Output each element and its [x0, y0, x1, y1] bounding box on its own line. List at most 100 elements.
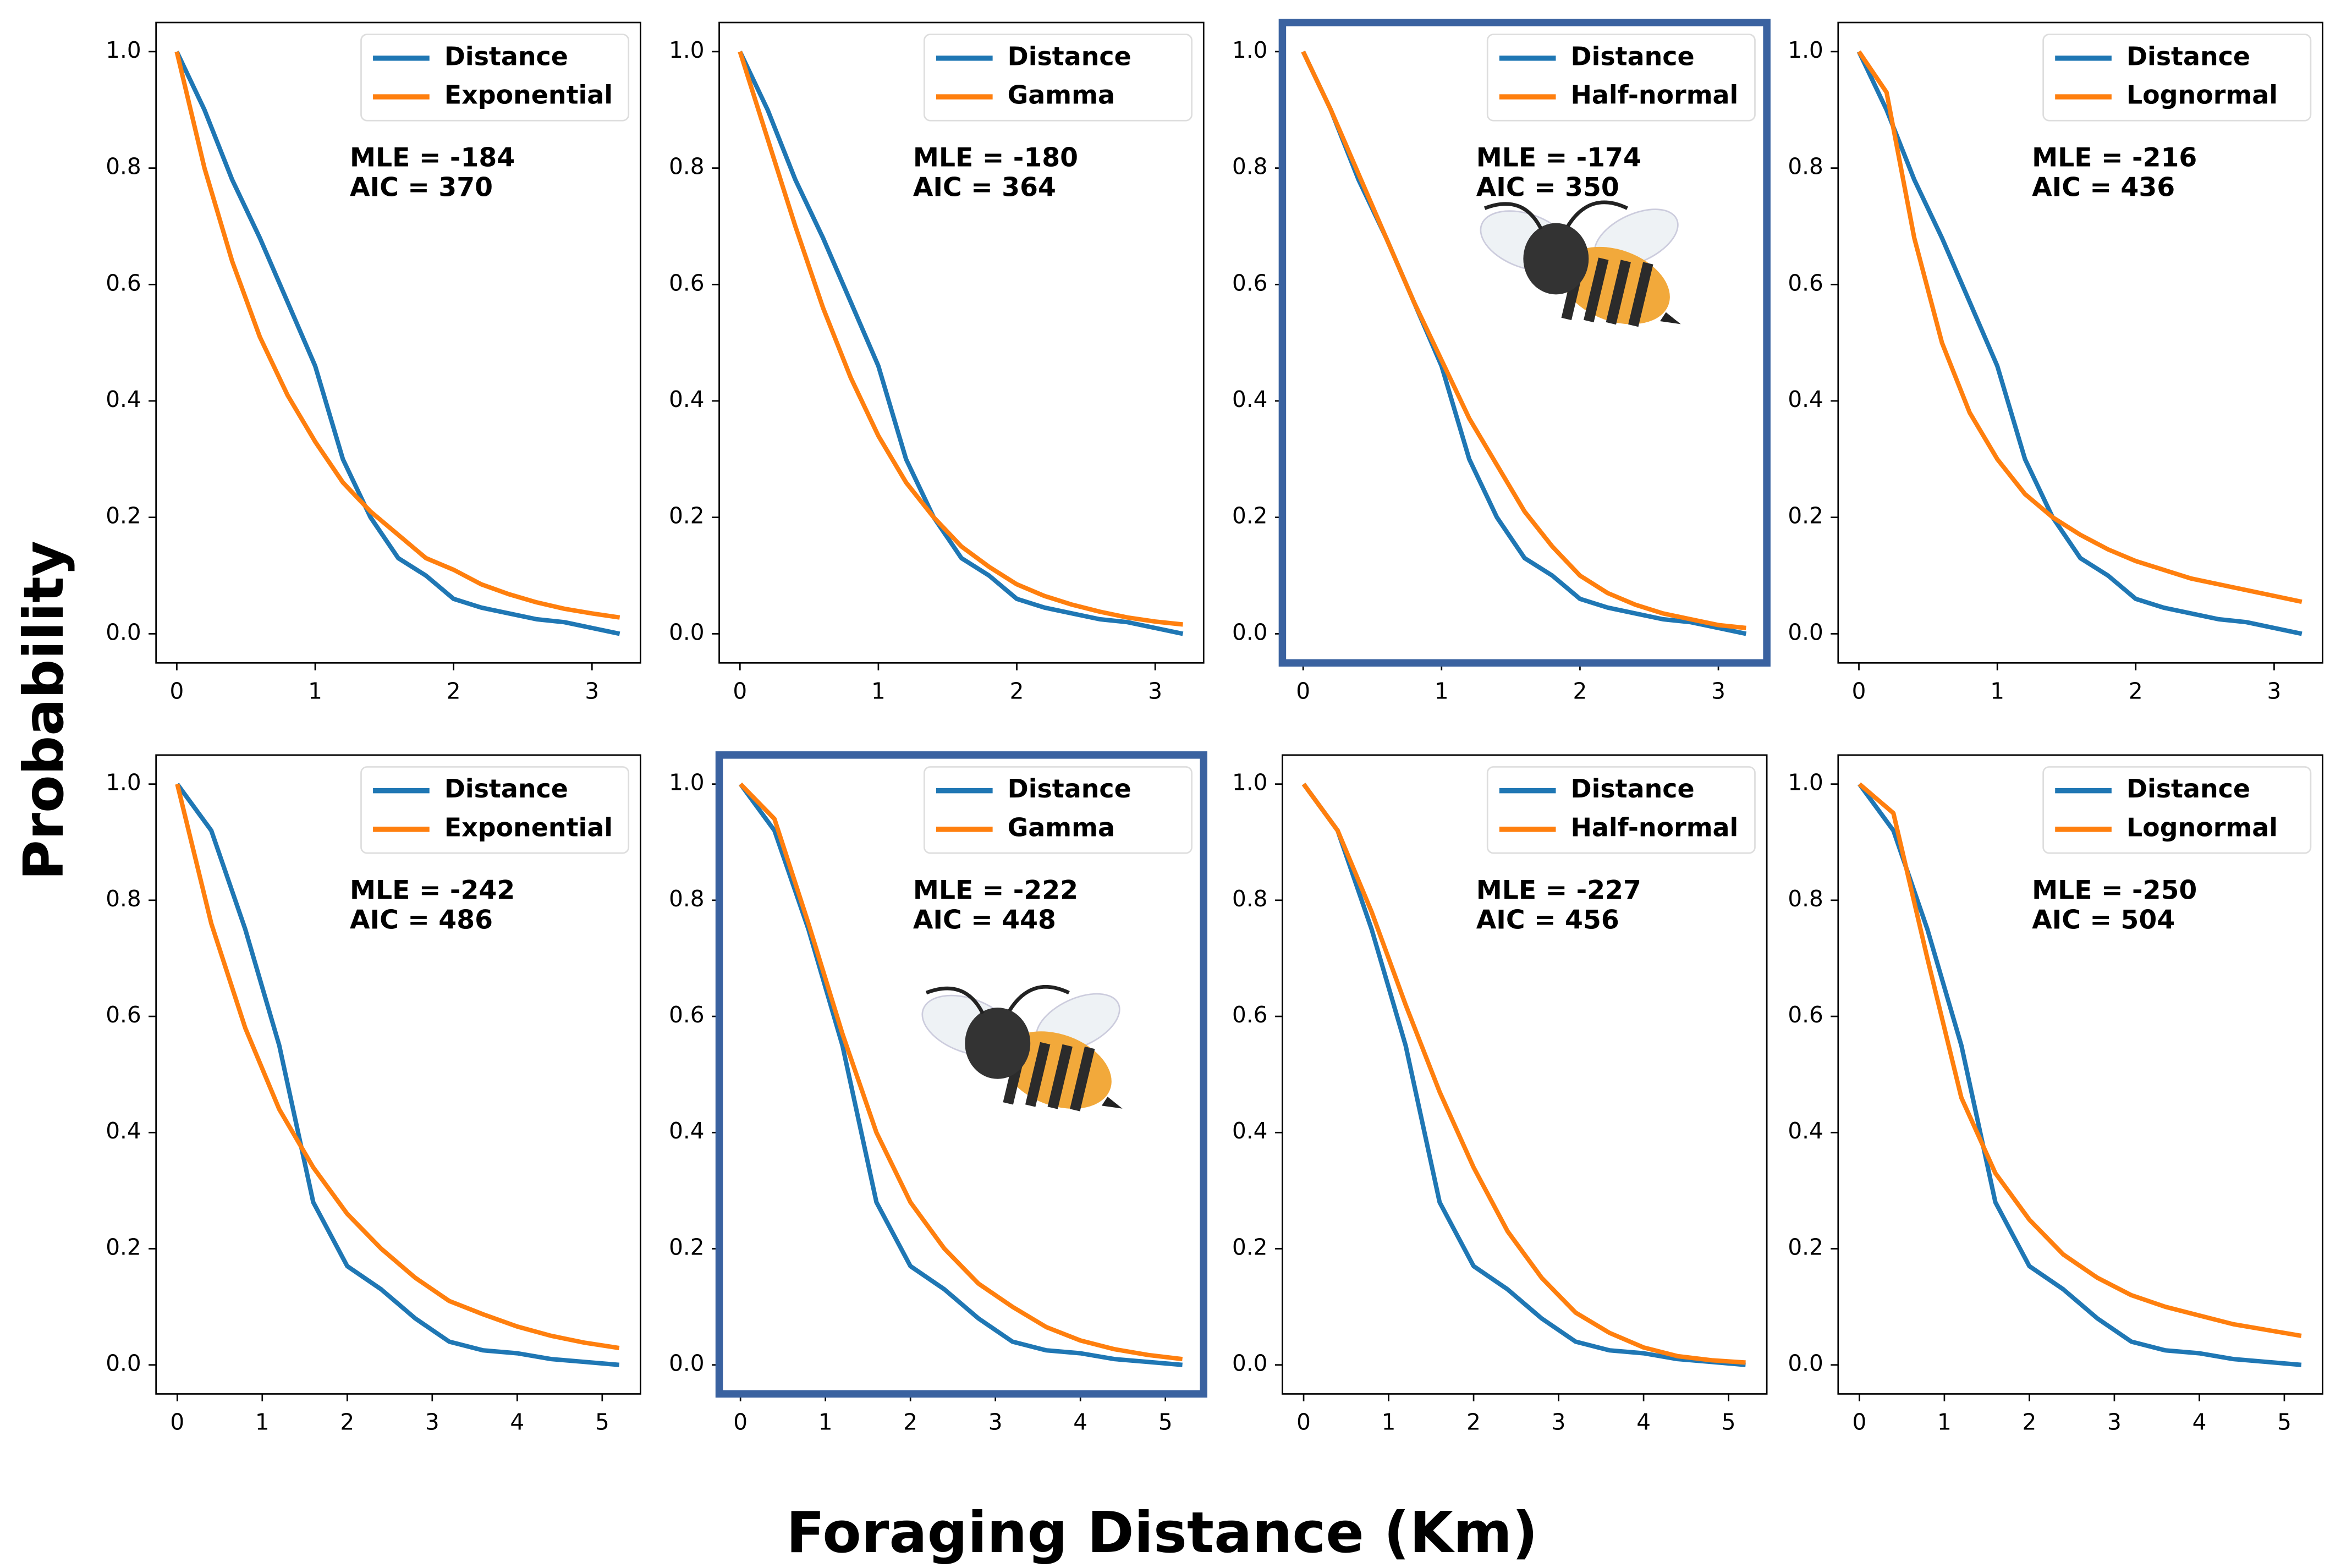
y-tick-label: 0.0 [106, 619, 141, 645]
annotation: AIC = 504 [2032, 905, 2175, 935]
x-tick-label: 4 [2192, 1409, 2207, 1435]
y-tick-label: 0.8 [1788, 153, 1823, 180]
y-tick-label: 0.2 [1788, 503, 1823, 529]
y-tick-label: 0.2 [669, 503, 704, 529]
y-tick-label: 0.8 [106, 885, 141, 912]
series-line [175, 783, 620, 1351]
x-tick-label: 3 [988, 1409, 1003, 1435]
y-tick-label: 0.6 [669, 1002, 704, 1028]
x-tick-label: 2 [447, 678, 461, 704]
annotation: MLE = -242 [350, 875, 515, 905]
y-tick-label: 0.4 [669, 1118, 704, 1144]
x-tick-label: 4 [510, 1409, 524, 1435]
y-tick-label: 1.0 [1232, 37, 1267, 63]
series-line [738, 51, 1183, 627]
series-line [1301, 783, 1746, 1367]
x-tick-label: 1 [1937, 1409, 1952, 1435]
legend-label: Gamma [1008, 80, 1115, 110]
y-tick-label: 0.6 [1788, 1002, 1823, 1028]
y-tick-label: 0.4 [1788, 1118, 1823, 1144]
series-line [1857, 50, 2302, 604]
y-tick-label: 0.4 [106, 1118, 141, 1144]
y-tick-label: 0.0 [1788, 1350, 1823, 1377]
y-tick-label: 0.6 [669, 269, 704, 296]
highlight-frame [715, 751, 1207, 1398]
y-tick-label: 1.0 [669, 37, 704, 63]
legend-label: Distance [1571, 774, 1695, 804]
bee-antenna [925, 986, 985, 1015]
bee-head [965, 1008, 1031, 1079]
annotation: MLE = -174 [1476, 143, 1641, 173]
annotation: MLE = -227 [1476, 875, 1641, 905]
axes-frame [155, 754, 641, 1395]
y-tick-label: 1.0 [106, 769, 141, 796]
annotation: AIC = 456 [1476, 905, 1619, 935]
legend-label: Lognormal [2126, 812, 2278, 842]
x-tick-label: 2 [2023, 1409, 2037, 1435]
bee-antenna [1483, 202, 1543, 230]
x-tick-label: 0 [1852, 678, 1866, 704]
axes-frame [155, 21, 641, 664]
highlight-frame [1278, 19, 1771, 667]
bee-antenna [1566, 200, 1628, 227]
x-tick-label: 3 [1552, 1409, 1566, 1435]
x-tick-label: 0 [170, 1409, 184, 1435]
axes-frame [1837, 21, 2323, 664]
series-line [1856, 51, 2302, 636]
annotation: MLE = -216 [2032, 143, 2197, 173]
y-tick-label: 0.0 [1232, 1350, 1267, 1377]
x-tick-label: 1 [255, 1409, 270, 1435]
x-tick-label: 1 [308, 678, 322, 704]
series-line [1301, 51, 1747, 636]
axes-frame [1282, 754, 1768, 1395]
legend-label: Exponential [444, 80, 613, 110]
annotation: AIC = 486 [350, 905, 493, 935]
y-tick-label: 1.0 [1788, 769, 1823, 796]
y-tick-label: 1.0 [1788, 37, 1823, 63]
x-tick-label: 2 [2129, 678, 2143, 704]
x-tick-label: 5 [1722, 1409, 1736, 1435]
x-tick-label: 1 [1382, 1409, 1396, 1435]
legend-label: Distance [1571, 41, 1695, 71]
legend-label: Half-normal [1571, 812, 1739, 842]
bee-stripe [1606, 260, 1631, 325]
y-tick-label: 0.0 [106, 1350, 141, 1377]
bee-icon [921, 984, 1123, 1112]
legend-label: Distance [1008, 774, 1131, 804]
annotation: MLE = -222 [913, 875, 1078, 905]
y-axis-label: Probability [12, 541, 76, 880]
y-tick-label: 0.4 [1788, 386, 1823, 412]
x-tick-label: 0 [1853, 1409, 1867, 1435]
x-tick-label: 2 [903, 1409, 917, 1435]
x-tick-label: 0 [170, 678, 184, 704]
legend-label: Distance [1008, 41, 1131, 71]
y-tick-label: 0.4 [669, 386, 704, 412]
series-line [174, 51, 620, 620]
legend-label: Lognormal [2126, 80, 2278, 110]
y-tick-label: 0.6 [1232, 1002, 1267, 1028]
x-tick-label: 3 [585, 678, 599, 704]
x-tick-label: 0 [1296, 678, 1310, 704]
legend-label: Exponential [444, 812, 613, 842]
y-tick-label: 1.0 [669, 769, 704, 796]
legend-label: Distance [2126, 774, 2250, 804]
y-tick-label: 0.2 [1232, 503, 1267, 529]
y-tick-label: 0.4 [1232, 1118, 1267, 1144]
x-tick-label: 3 [2107, 1409, 2122, 1435]
bee-stripe [1025, 1042, 1051, 1107]
legend-label: Gamma [1008, 812, 1115, 842]
series-line [1858, 783, 2302, 1367]
x-tick-label: 5 [595, 1409, 609, 1435]
y-tick-label: 0.2 [669, 1234, 704, 1260]
annotation: AIC = 448 [913, 905, 1056, 935]
x-tick-label: 1 [1435, 678, 1449, 704]
x-tick-label: 2 [340, 1409, 354, 1435]
bee-stripe [1070, 1046, 1095, 1112]
y-tick-label: 0.8 [669, 153, 704, 180]
bee-sting [1659, 312, 1681, 324]
x-tick-label: 1 [1990, 678, 2004, 704]
y-tick-label: 0.8 [669, 885, 704, 912]
legend-label: Distance [444, 41, 568, 71]
y-tick-label: 0.0 [669, 1350, 704, 1377]
y-tick-label: 0.8 [106, 153, 141, 180]
